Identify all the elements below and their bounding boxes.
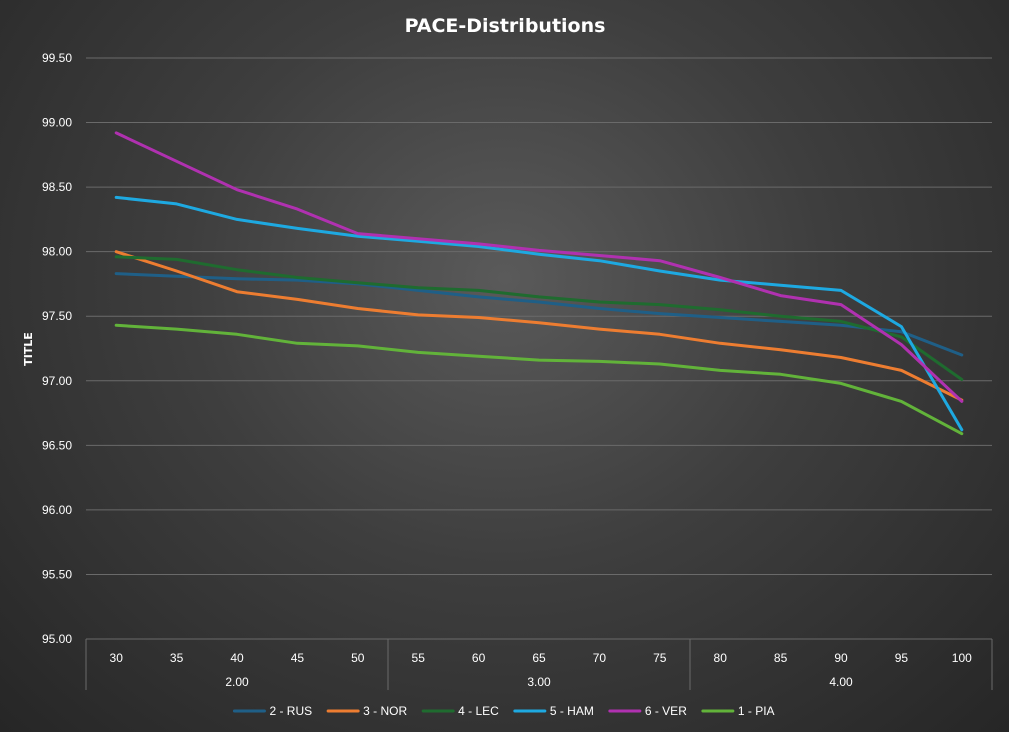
series-line-1-pia: [114, 323, 964, 436]
y-tick-label: 95.50: [42, 567, 72, 581]
legend-label: 3 - NOR: [363, 704, 407, 718]
series-line-5-ham: [114, 195, 964, 432]
x-tick-label: 65: [532, 651, 546, 665]
x-group-label: 3.00: [527, 675, 551, 689]
gridlines: [86, 57, 992, 640]
y-tick-label: 99.00: [42, 116, 72, 130]
x-tick-label: 100: [952, 651, 972, 665]
series-line-6-ver: [114, 131, 964, 403]
chart-title: PACE-Distributions: [405, 15, 606, 37]
legend-label: 2 - RUS: [269, 704, 312, 718]
x-tick-label: 50: [351, 651, 365, 665]
series-line-4-lec: [114, 255, 964, 381]
legend-label: 5 - HAM: [550, 704, 594, 718]
y-tick-label: 97.00: [42, 374, 72, 388]
x-tick-label: 90: [834, 651, 848, 665]
x-tick-label: 60: [472, 651, 486, 665]
y-tick-label: 95.00: [42, 632, 72, 646]
legend: 2 - RUS 3 - NOR 4 - LEC 5 - HAM 6 - VER 1 - P…: [232, 704, 775, 718]
x-tick-label: 70: [593, 651, 607, 665]
y-tick-label: 96.00: [42, 503, 72, 517]
x-group-label: 4.00: [829, 675, 853, 689]
x-tick-label: 85: [774, 651, 788, 665]
x-tick-label: 45: [291, 651, 305, 665]
y-tick-label: 98.50: [42, 180, 72, 194]
x-tick-label: 30: [110, 651, 124, 665]
y-tick-label: 97.50: [42, 309, 72, 323]
legend-label: 4 - LEC: [458, 704, 499, 718]
series-line-3-nor: [114, 250, 964, 402]
y-axis-title: TITLE: [22, 332, 35, 366]
axes: 95.00 95.50 96.00 96.50 97.00 97.50 98.00 98.50…: [42, 51, 993, 690]
x-tick-label: 40: [230, 651, 244, 665]
x-tick-label: 55: [412, 651, 426, 665]
series-lines: [114, 131, 964, 436]
y-tick-label: 99.50: [42, 51, 72, 65]
legend-label: 1 - PIA: [738, 704, 775, 718]
x-tick-label: 95: [895, 651, 909, 665]
x-group-label: 2.00: [225, 675, 249, 689]
legend-label: 6 - VER: [645, 704, 687, 718]
y-tick-label: 98.00: [42, 245, 72, 259]
y-tick-label: 96.50: [42, 438, 72, 452]
x-tick-label: 75: [653, 651, 667, 665]
x-tick-label: 80: [714, 651, 728, 665]
x-tick-label: 35: [170, 651, 184, 665]
series-line-2-rus: [114, 272, 964, 357]
